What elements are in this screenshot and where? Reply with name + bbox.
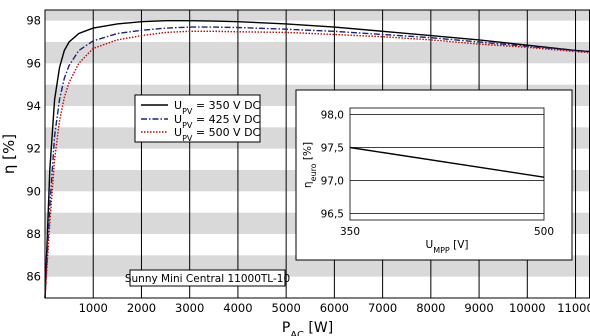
series-line-2 bbox=[44, 26, 590, 299]
inset-series-line bbox=[349, 146, 545, 178]
legend-label-425: UPV = 425 V DC bbox=[174, 113, 261, 130]
inset-series bbox=[349, 146, 545, 178]
y-tick-label: 94 bbox=[26, 99, 41, 113]
y-tick-label: 92 bbox=[26, 142, 41, 156]
legend-label-500: UPV = 500 V DC bbox=[174, 126, 261, 143]
series-line-1 bbox=[44, 20, 590, 299]
inset-x-tick-labels: 350 500 bbox=[340, 226, 554, 238]
y-tick-label: 86 bbox=[26, 270, 41, 284]
y-tick-label: 96 bbox=[26, 56, 41, 70]
x-axis-label: PAC [W] bbox=[282, 320, 333, 336]
x-tick-label: 2000 bbox=[127, 301, 156, 315]
y-axis-label: η [%] bbox=[0, 134, 18, 174]
gray-band bbox=[45, 42, 590, 64]
y-tick-label: 90 bbox=[26, 184, 41, 198]
x-tick-label: 1000 bbox=[79, 301, 108, 315]
x-tick-label: 9000 bbox=[464, 301, 493, 315]
x-tick-label: 3000 bbox=[175, 301, 204, 315]
x-tick-label: 10000 bbox=[509, 301, 546, 315]
y-tick-labels: 86 88 90 92 94 96 98 bbox=[26, 14, 41, 284]
euro-efficiency-inset: 96,5 97,0 97,5 98,0 350 500 ηeuro [%] UMPP [… bbox=[295, 89, 573, 261]
model-label: Sunny Mini Central 11000TL-10 bbox=[125, 273, 290, 285]
inset-y-tick-labels: 96,5 97,0 97,5 98,0 bbox=[321, 110, 344, 221]
x-tick-labels: 1000 2000 3000 4000 5000 6000 7000 8000 9000 1000… bbox=[79, 301, 590, 315]
model-box bbox=[129, 269, 286, 287]
y-tick-label: 88 bbox=[26, 227, 41, 241]
x-tick-label: 6000 bbox=[320, 301, 349, 315]
inset-y-axis-label: ηeuro [%] bbox=[302, 142, 318, 188]
efficiency-series bbox=[44, 20, 590, 299]
model-annotation: Sunny Mini Central 11000TL-10 bbox=[125, 269, 290, 287]
inset-y-tick-label: 98,0 bbox=[321, 110, 344, 122]
x-tick-label: 8000 bbox=[416, 301, 445, 315]
x-tick-label: 11000 bbox=[557, 301, 590, 315]
y-tick-label: 98 bbox=[26, 14, 41, 28]
x-tick-label: 5000 bbox=[272, 301, 301, 315]
series-line-3 bbox=[44, 30, 590, 299]
inset-x-tick-label: 500 bbox=[534, 226, 554, 238]
inset-x-tick-label: 350 bbox=[340, 226, 360, 238]
inset-y-tick-label: 96,5 bbox=[321, 208, 344, 220]
inset-axes-box bbox=[349, 107, 545, 221]
inset-y-tick-label: 97,5 bbox=[321, 143, 344, 155]
legend: UPV = 350 V DC UPV = 425 V DC UPV = 500 … bbox=[134, 94, 261, 143]
inset-y-tick-label: 97,0 bbox=[321, 175, 344, 187]
inset-gridlines bbox=[350, 114, 544, 214]
legend-label-350: UPV = 350 V DC bbox=[174, 99, 261, 116]
gray-band bbox=[45, 10, 590, 21]
x-tick-label: 7000 bbox=[368, 301, 397, 315]
x-tick-label: 4000 bbox=[223, 301, 252, 315]
inset-x-axis-label: UMPP [V] bbox=[426, 239, 469, 255]
